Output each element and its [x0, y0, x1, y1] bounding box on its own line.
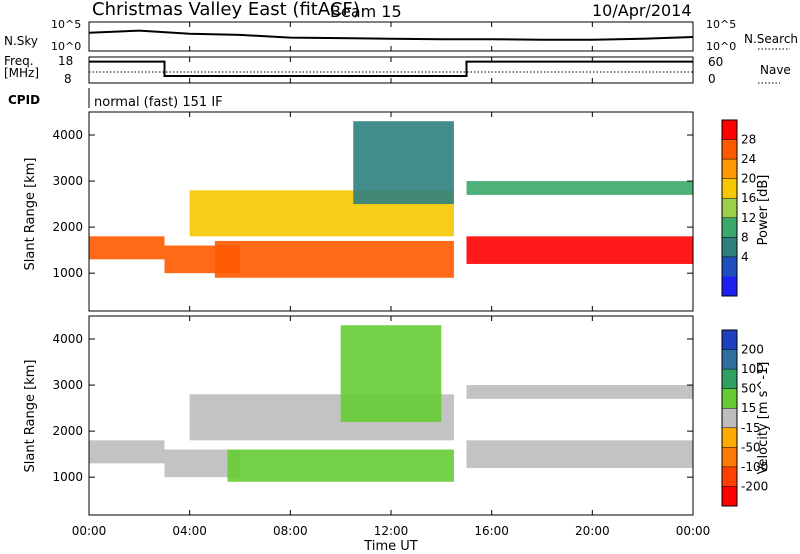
nsearch-label: N.Search: [744, 32, 798, 46]
colorbar-swatch: [722, 466, 737, 487]
velocity-ylabel: Slant Range [km]: [23, 360, 38, 473]
colorbar-swatch: [722, 486, 737, 507]
nave-label: Nave: [760, 63, 791, 77]
colorbar-swatch: [722, 408, 737, 429]
colorbar-swatch: [722, 256, 737, 277]
power-echo-region: [353, 121, 454, 205]
station-title: Christmas Valley East (fitACF): [92, 0, 360, 20]
power-heatmap: [89, 121, 693, 278]
cpid-value: normal (fast) 151 IF: [94, 95, 223, 110]
power-echo-region: [89, 236, 165, 260]
nsky-label: N.Sky: [4, 34, 38, 48]
freq-label-1: Freq.: [4, 54, 34, 68]
x-tick-label: 12:00: [374, 524, 409, 538]
colorbar-swatch: [722, 427, 737, 448]
colorbar-tick-label: -50: [741, 440, 761, 454]
colorbar-swatch: [722, 217, 737, 238]
nsky-tick-high: 10^5: [51, 18, 81, 31]
velocity-heatmap: [89, 325, 693, 482]
freq-trace: [89, 60, 693, 77]
x-tick-label: 08:00: [273, 524, 308, 538]
y-tick-label: 4000: [52, 128, 83, 142]
freq-label-2: [MHz]: [4, 66, 39, 80]
colorbar-frame: [721, 119, 738, 297]
colorbar-swatch: [722, 330, 737, 351]
colorbar-swatch: [722, 198, 737, 219]
colorbar-swatch: [722, 276, 737, 297]
y-tick-label: 3000: [52, 174, 83, 188]
y-tick-label: 4000: [52, 332, 83, 346]
colorbar-tick-label: 24: [741, 152, 756, 166]
colorbar-swatch: [722, 178, 737, 199]
velocity-echo-region: [340, 325, 442, 422]
colorbar-frame: [721, 329, 738, 507]
colorbar-swatch: [722, 369, 737, 390]
date-label: 10/Apr/2014: [592, 1, 692, 20]
colorbar-tick-label: 16: [741, 191, 756, 205]
y-tick-label: 2000: [52, 220, 83, 234]
x-tick-label: 00:00: [676, 524, 711, 538]
x-tick-label: 04:00: [172, 524, 207, 538]
colorbar-tick-label: 28: [741, 133, 756, 147]
nsearch-tick-low: 10^0: [706, 40, 736, 53]
power-echo-region: [466, 236, 693, 264]
colorbar-swatch: [722, 349, 737, 370]
nsearch-tick-high: 10^5: [706, 18, 736, 31]
colorbar-swatch: [722, 388, 737, 409]
colorbar-swatch: [722, 139, 737, 160]
power-echo-region: [214, 240, 454, 278]
colorbar-tick-label: 4: [741, 250, 749, 264]
nave-tick-low: 0: [708, 72, 716, 86]
colorbar-swatch: [722, 237, 737, 258]
freq-tick-high: 18: [58, 54, 73, 68]
colorbar-tick-label: -15: [741, 421, 761, 435]
colorbar-tick-label: 20: [741, 172, 756, 186]
y-tick-label: 1000: [52, 266, 83, 280]
power-bar-label: Power [dB]: [756, 175, 771, 246]
velocity-echo-region: [89, 440, 165, 464]
colorbar-tick-label: -100: [741, 460, 768, 474]
x-tick-label: 20:00: [575, 524, 610, 538]
colorbar-tick-label: 12: [741, 211, 756, 225]
x-tick-label: 00:00: [72, 524, 107, 538]
velocity-echo-region: [466, 440, 693, 468]
y-tick-label: 1000: [52, 470, 83, 484]
y-tick-label: 3000: [52, 378, 83, 392]
x-tick-label: 16:00: [474, 524, 509, 538]
colorbar-tick-label: 8: [741, 230, 749, 244]
freq-tick-low: 8: [64, 72, 72, 86]
power-colorbar: 28 24 20 16 12 8 4: [721, 119, 756, 297]
colorbar-tick-label: 50: [741, 382, 756, 396]
colorbar-swatch: [722, 447, 737, 468]
velocity-colorbar: 200 100 50 15 -15 -50 -100 -200: [721, 329, 768, 507]
x-axis-ticks: 00:00 04:00 08:00 12:00 16:00 20:00 00:00: [72, 22, 711, 538]
y-axis-ticks: 4000 3000 2000 1000 4000 3000 2000 1000: [52, 128, 693, 484]
velocity-echo-region: [466, 385, 693, 399]
power-ylabel: Slant Range [km]: [23, 158, 38, 271]
velocity-bar-label: Velocity [m s^-1]: [756, 362, 771, 475]
colorbar-swatch: [722, 120, 737, 141]
colorbar-tick-label: 100: [741, 362, 764, 376]
cpid-label: CPID: [8, 93, 40, 107]
colorbar-tick-label: -200: [741, 479, 768, 493]
colorbar-swatch: [722, 159, 737, 180]
colorbar-tick-label: 15: [741, 401, 756, 415]
colorbar-tick-label: 200: [741, 343, 764, 357]
nsky-tick-low: 10^0: [51, 40, 81, 53]
y-tick-label: 2000: [52, 424, 83, 438]
nave-tick-high: 60: [708, 55, 723, 69]
x-axis-label: Time UT: [363, 539, 417, 554]
velocity-echo-region: [227, 449, 454, 482]
power-echo-region: [466, 181, 693, 195]
beam-label: Beam 15: [330, 2, 402, 21]
nsky-trace: [88, 29, 694, 41]
